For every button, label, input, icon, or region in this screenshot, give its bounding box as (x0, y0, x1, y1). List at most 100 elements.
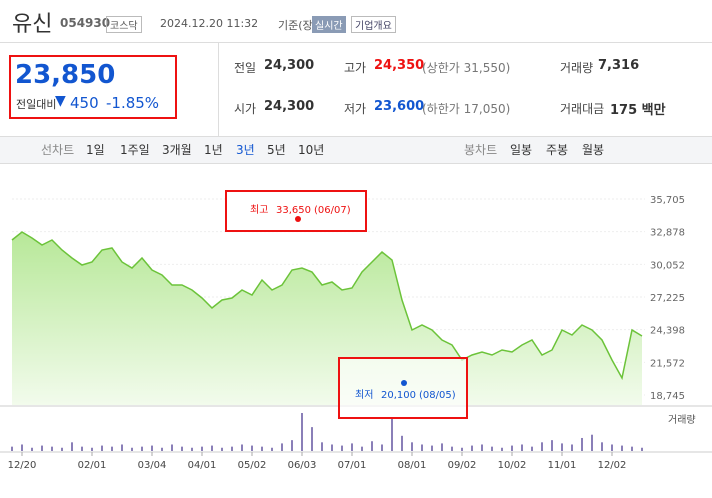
tab[interactable]: 주봉 (546, 143, 569, 157)
y-tick-label: 18,745 (650, 391, 685, 402)
volume-bar (141, 446, 143, 451)
volume-bar (501, 447, 503, 451)
volume-bar (131, 447, 133, 451)
volume-bar (271, 447, 273, 451)
volume-bar (341, 445, 343, 451)
volume-bar (31, 447, 33, 451)
divider (0, 42, 712, 43)
y-tick-label: 35,705 (650, 195, 685, 206)
x-tick-label: 12/20 (8, 460, 37, 471)
annotation-value: 20,100 (381, 390, 416, 401)
y-tick-label: 27,225 (650, 293, 685, 304)
market-badge: 코스닥 (106, 16, 142, 33)
stat-value: 7,316 (598, 58, 640, 73)
volume-bar (491, 446, 493, 451)
stock-name: 유신 (12, 12, 53, 37)
volume-bar (451, 446, 453, 451)
volume-bar (581, 437, 583, 451)
company-info-button[interactable]: 기업개요 (351, 16, 396, 33)
tab[interactable]: 1주일 (120, 143, 150, 157)
volume-bar (371, 441, 373, 451)
realtime-badge[interactable]: 실시간 (312, 16, 346, 33)
volume-bar (41, 445, 43, 451)
tab[interactable]: 3년 (236, 143, 255, 157)
volume-bar (101, 445, 103, 451)
volume-bar (521, 444, 523, 451)
volume-bar (591, 434, 593, 451)
volume-bar (11, 446, 13, 451)
volume-bar (171, 444, 173, 451)
volume-bar (191, 447, 193, 451)
price-line (11, 231, 643, 381)
x-tick-label: 11/01 (548, 460, 577, 471)
change-rate: -1.85% (106, 94, 160, 112)
x-tick-label: 08/01 (398, 460, 427, 471)
x-tick-label: 07/01 (338, 460, 367, 471)
volume-bar (321, 442, 323, 451)
volume-bar (21, 444, 23, 451)
datetime: 2024.12.20 11:32 (160, 17, 259, 30)
volume-bar (361, 446, 363, 451)
volume-bar (71, 442, 73, 451)
annotation-value: 33,650 (276, 205, 311, 216)
volume-bar (421, 444, 423, 451)
stat-sub: (상한가 31,550) (422, 61, 511, 75)
volume-bar (211, 445, 213, 451)
volume-bar (201, 446, 203, 451)
annotation-date: (06/07) (314, 205, 351, 216)
volume-bar (261, 446, 263, 451)
x-tick-label: 10/02 (498, 460, 527, 471)
divider (218, 42, 219, 137)
volume-bar (181, 446, 183, 451)
annotation-label: 최저 (355, 389, 373, 401)
volume-bar (441, 443, 443, 451)
volume-bar (601, 442, 603, 451)
stat-label: 시가 (234, 102, 257, 116)
volume-bar (301, 413, 303, 451)
volume-bar (91, 447, 93, 451)
volume-bar (541, 442, 543, 451)
volume-bar (151, 445, 153, 451)
volume-bar (401, 435, 403, 451)
tab[interactable]: 5년 (267, 143, 286, 157)
volume-bar (481, 444, 483, 451)
down-arrow: ▼ (55, 93, 66, 109)
stat-label: 거래량 (560, 61, 594, 75)
tab[interactable]: 1년 (204, 143, 223, 157)
x-tick-label: 06/03 (288, 460, 317, 471)
volume-bar (391, 418, 393, 451)
volume-bar (411, 442, 413, 451)
tab[interactable]: 10년 (298, 143, 325, 157)
change: 450 (70, 94, 99, 112)
volume-bar (611, 444, 613, 451)
price-box (9, 55, 177, 119)
tab[interactable]: 3개월 (162, 143, 192, 157)
current-price: 23,850 (15, 60, 116, 90)
tab[interactable]: 일봉 (510, 143, 533, 157)
volume-bar (281, 443, 283, 451)
stat-value: 24,300 (264, 58, 315, 73)
volume-bar (121, 444, 123, 451)
stat-value: 175 백만 (610, 103, 666, 118)
volume-bar (381, 444, 383, 451)
stat-value: 23,600 (374, 99, 425, 114)
tab[interactable]: 1일 (86, 143, 105, 157)
stat-label: 전일 (234, 61, 257, 75)
volume-bar (51, 446, 53, 451)
volume-bar (621, 445, 623, 451)
volume-bar (431, 445, 433, 451)
x-tick-label: 12/02 (598, 460, 627, 471)
change-label: 전일대비 (16, 98, 57, 111)
volume-bar (331, 444, 333, 451)
volume-bar (61, 447, 63, 451)
volume-bar (111, 446, 113, 451)
price-area (12, 231, 642, 405)
stat-value: 24,300 (264, 99, 315, 114)
stat-label: 고가 (344, 61, 367, 75)
annotation-box (225, 190, 367, 232)
volume-bar (571, 444, 573, 451)
volume-bar (221, 447, 223, 451)
volume-bar (251, 445, 253, 451)
tab[interactable]: 월봉 (582, 143, 605, 157)
